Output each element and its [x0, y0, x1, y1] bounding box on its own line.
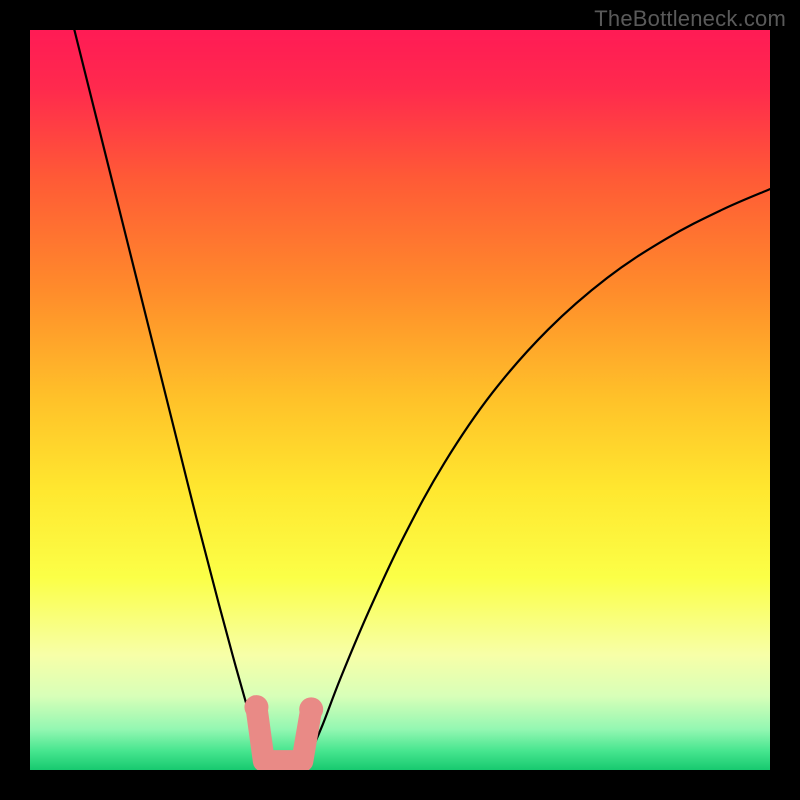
trough-marker-endpoint-left — [244, 695, 268, 719]
watermark-text: TheBottleneck.com — [594, 6, 786, 32]
plot-background — [30, 30, 770, 770]
trough-marker-endpoint-right — [299, 697, 323, 721]
chart-stage: TheBottleneck.com — [0, 0, 800, 800]
chart-svg — [0, 0, 800, 800]
